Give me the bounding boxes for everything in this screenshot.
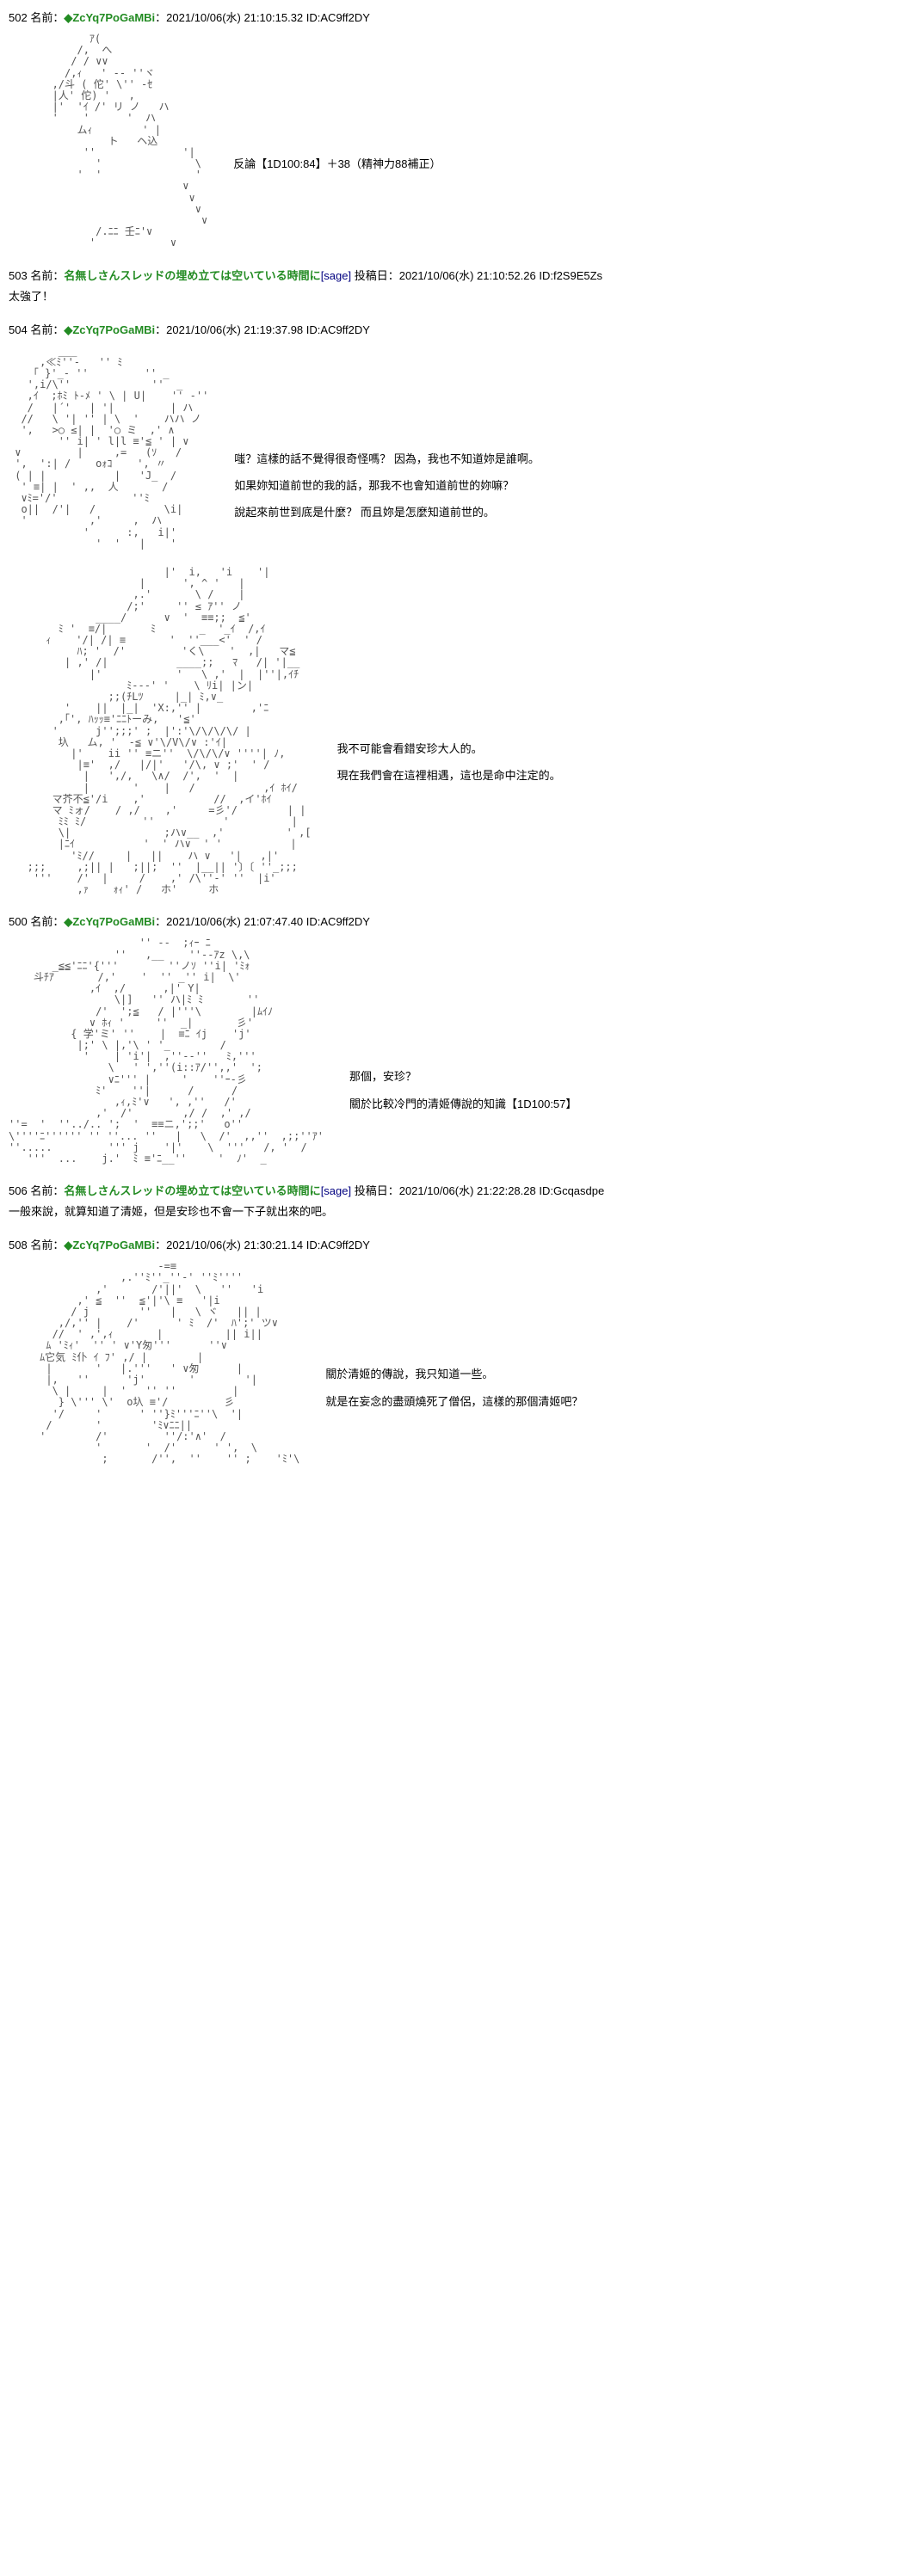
post-number: 508	[9, 1239, 30, 1251]
name-label: 名前：	[30, 1239, 64, 1251]
forum-post: 508 名前：◆ZcYq7PoGaMBi：2021/10/06(水) 21:30…	[9, 1236, 892, 1465]
dialogue-text: 嗤？這樣的話不覺得很奇怪嗎？ 因為，我也不知道妳是誰啊。如果妳知道前世的我的話，…	[234, 449, 892, 530]
anon-name: 名無しさんスレッドの埋め立ては空いている時間に	[64, 269, 320, 282]
post-text: 太強了！	[9, 287, 892, 304]
post-number: 500	[9, 915, 30, 928]
name-label: 名前：	[30, 1184, 64, 1197]
dialogue-text: 我不可能會看錯安珍大人的。現在我們會在這裡相遇，這也是命中注定的。	[337, 739, 892, 793]
dialogue-line: 那個，安珍？	[349, 1067, 892, 1086]
tripcode[interactable]: ◆ZcYq7PoGaMBi	[64, 11, 155, 24]
dialogue-line: 嗤？這樣的話不覺得很奇怪嗎？ 因為，我也不知道妳是誰啊。	[234, 449, 892, 469]
dialogue-line: 就是在妄念的盡頭燒死了僧侶，這樣的那個清姬吧？	[325, 1392, 892, 1411]
post-meta: ：2021/10/06(水) 21:07:47.40 ID:AC9ff2DY	[155, 915, 370, 928]
forum-post: 506 名前：名無しさんスレッドの埋め立ては空いている時間に[sage] 投稿日…	[9, 1182, 892, 1219]
post-body: ｱ( /, へ / / ∨∨ /,ｨ ' -- ''ヾ ,/斗 ( 佗' \''…	[9, 34, 892, 249]
post-header: 508 名前：◆ZcYq7PoGaMBi：2021/10/06(水) 21:30…	[9, 1236, 892, 1252]
forum-post: |' i, 'i '| | ', ^ ' | ,.' \ / | /;' '' …	[9, 567, 892, 895]
ascii-art: '' -- ;ｨｰ ﾆ '' ,__ ''--ｱz \,\ _≦≦'ﾆﾆ'{''…	[9, 938, 324, 1165]
name-label: 名前：	[30, 11, 64, 24]
ascii-art: ___ ,≪ﾐ''- '' ﾐ ｢ }'_- '' '' _ ',i/\'' '…	[9, 346, 208, 550]
dialogue-line: 關於清姬的傳說，我只知道一些。	[325, 1364, 892, 1384]
post-meta: ：2021/10/06(水) 21:30:21.14 ID:AC9ff2DY	[155, 1239, 370, 1251]
post-body: ___ ,≪ﾐ''- '' ﾐ ｢ }'_- '' '' _ ',i/\'' '…	[9, 346, 892, 550]
name-label: 名前：	[30, 915, 64, 928]
ascii-art: -=≡ ,.''ﾐ''_''-' ''ﾐ'''' ,' /'||' \ '' '…	[9, 1261, 299, 1465]
post-number: 503	[9, 269, 30, 282]
sage-tag: [sage]	[321, 1184, 351, 1197]
dialogue-text: 關於清姬的傳說，我只知道一些。就是在妄念的盡頭燒死了僧侶，這樣的那個清姬吧？	[325, 1364, 892, 1418]
dialogue-line: 反論【1D100:84】＋38（精神力88補正）	[233, 154, 892, 174]
post-header: 506 名前：名無しさんスレッドの埋め立ては空いている時間に[sage] 投稿日…	[9, 1182, 892, 1198]
ascii-art: ｱ( /, へ / / ∨∨ /,ｨ ' -- ''ヾ ,/斗 ( 佗' \''…	[9, 34, 207, 249]
tripcode[interactable]: ◆ZcYq7PoGaMBi	[64, 915, 155, 928]
forum-post: 500 名前：◆ZcYq7PoGaMBi：2021/10/06(水) 21:07…	[9, 913, 892, 1165]
dialogue-line: 我不可能會看錯安珍大人的。	[337, 739, 892, 759]
dialogue-text: 那個，安珍？ 關於比較冷門的清姬傳說的知識【1D100:57】	[349, 1067, 892, 1121]
tripcode[interactable]: ◆ZcYq7PoGaMBi	[64, 1239, 155, 1251]
post-number: 504	[9, 323, 30, 336]
post-meta: ：2021/10/06(水) 21:10:15.32 ID:AC9ff2DY	[155, 11, 370, 24]
post-meta: ：2021/10/06(水) 21:19:37.98 ID:AC9ff2DY	[155, 323, 370, 336]
post-header: 502 名前：◆ZcYq7PoGaMBi：2021/10/06(水) 21:10…	[9, 9, 892, 25]
post-meta: 投稿日：2021/10/06(水) 21:22:28.28 ID:Gcqasdp…	[351, 1184, 604, 1197]
post-header: 504 名前：◆ZcYq7PoGaMBi：2021/10/06(水) 21:19…	[9, 321, 892, 337]
forum-post: 504 名前：◆ZcYq7PoGaMBi：2021/10/06(水) 21:19…	[9, 321, 892, 550]
dialogue-line: 關於比較冷門的清姬傳說的知識【1D100:57】	[349, 1094, 892, 1114]
dialogue-text: 反論【1D100:84】＋38（精神力88補正）	[233, 154, 892, 181]
forum-post: 502 名前：◆ZcYq7PoGaMBi：2021/10/06(水) 21:10…	[9, 9, 892, 249]
tripcode[interactable]: ◆ZcYq7PoGaMBi	[64, 323, 155, 336]
post-header: 500 名前：◆ZcYq7PoGaMBi：2021/10/06(水) 21:07…	[9, 913, 892, 929]
post-body: |' i, 'i '| | ', ^ ' | ,.' \ / | /;' '' …	[9, 567, 892, 895]
anon-name: 名無しさんスレッドの埋め立ては空いている時間に	[64, 1184, 320, 1197]
post-meta: 投稿日：2021/10/06(水) 21:10:52.26 ID:f2S9E5Z…	[351, 269, 602, 282]
post-number: 506	[9, 1184, 30, 1197]
post-body: '' -- ;ｨｰ ﾆ '' ,__ ''--ｱz \,\ _≦≦'ﾆﾆ'{''…	[9, 938, 892, 1165]
name-label: 名前：	[30, 269, 64, 282]
dialogue-line: 現在我們會在這裡相遇，這也是命中注定的。	[337, 765, 892, 785]
post-header: 503 名前：名無しさんスレッドの埋め立ては空いている時間に[sage] 投稿日…	[9, 267, 892, 283]
ascii-art: |' i, 'i '| | ', ^ ' | ,.' \ / | /;' '' …	[9, 567, 312, 895]
sage-tag: [sage]	[321, 269, 351, 282]
dialogue-line: 說起來前世到底是什麼？ 而且妳是怎麼知道前世的。	[234, 502, 892, 522]
post-number: 502	[9, 11, 30, 24]
name-label: 名前：	[30, 323, 64, 336]
forum-post: 503 名前：名無しさんスレッドの埋め立ては空いている時間に[sage] 投稿日…	[9, 267, 892, 304]
post-text: 一般來說，就算知道了清姬，但是安珍也不會一下子就出來的吧。	[9, 1202, 892, 1219]
dialogue-line: 如果妳知道前世的我的話，那我不也會知道前世的妳嘛？	[234, 476, 892, 495]
post-body: -=≡ ,.''ﾐ''_''-' ''ﾐ'''' ,' /'||' \ '' '…	[9, 1261, 892, 1465]
